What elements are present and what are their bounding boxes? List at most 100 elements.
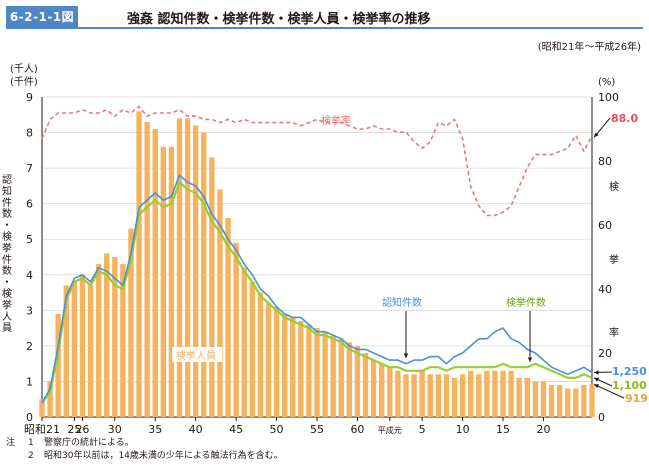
bar [354, 345, 361, 417]
bar [330, 335, 336, 417]
y-left-tick-label: 4 [26, 269, 33, 282]
y-left-tick-label: 8 [26, 127, 33, 140]
bar [322, 331, 328, 417]
x-tick-label: 15 [496, 423, 510, 436]
y-right-unit-label: (%) [598, 77, 615, 88]
bar [281, 313, 288, 417]
y-left-tick-label: 5 [26, 233, 33, 246]
note-1: 注 1 警察庁の統計による。 [6, 437, 283, 450]
x-tick-label: 20 [536, 423, 550, 436]
bar [346, 342, 353, 417]
bar [492, 370, 498, 417]
bar [532, 381, 539, 417]
bar [476, 374, 482, 417]
bar [176, 118, 183, 417]
bar [540, 381, 547, 417]
bar [451, 377, 458, 417]
bar [500, 370, 506, 417]
bar [79, 274, 86, 417]
bar [395, 370, 401, 417]
bar [581, 385, 587, 417]
y-left-tick-label: 3 [26, 304, 33, 317]
bar [241, 267, 247, 417]
figure-number-badge: 6-2-1-1図 [6, 6, 78, 27]
y-right-axis-title-char: 検 [609, 180, 619, 193]
bar [55, 313, 61, 417]
x-tick-label: 45 [229, 423, 243, 436]
bar [249, 281, 255, 417]
bar [209, 157, 215, 417]
y-left-axis-title: 認知件数・検挙件数・検挙人員 [2, 173, 12, 334]
note-number: 2 [28, 451, 34, 461]
bar [443, 374, 450, 417]
bar [508, 370, 514, 417]
bar [225, 217, 231, 417]
bar [362, 353, 369, 417]
cleared-end-label: 1,100 [612, 379, 647, 392]
rate-series-label: 検挙率 [321, 114, 351, 127]
notes: 注 1 警察庁の統計による。 2 昭和30年以前は，14歳未満の少年による触法行… [6, 437, 283, 463]
recognized-end-arrow-head [594, 370, 599, 375]
bar [548, 385, 555, 417]
bar [120, 264, 126, 417]
recognized-end-label: 1,250 [612, 365, 647, 378]
bar [63, 285, 69, 417]
bar [184, 118, 191, 417]
y-right-tick-label: 100 [598, 91, 619, 104]
bar [556, 385, 563, 417]
y-right-axis-title-char: 挙 [609, 253, 619, 266]
cleared-end-arrow-head [594, 377, 599, 382]
cleared-series-label: 検挙件数 [506, 296, 546, 309]
y-right-tick-label: 40 [598, 283, 612, 296]
bar [459, 374, 466, 417]
y-left-unit-label: (千件) [10, 76, 38, 88]
bar [298, 321, 304, 417]
x-tick-label: 60 [350, 423, 364, 436]
bar [193, 125, 199, 417]
bar [128, 228, 134, 417]
bar [468, 370, 474, 417]
bar [233, 242, 239, 417]
y-right-axis-title-char: 率 [609, 326, 619, 339]
bar [387, 367, 393, 417]
x-tick-label: 30 [108, 423, 122, 436]
recognized-series-label: 認知件数 [382, 296, 422, 309]
bar [168, 146, 175, 417]
bar [403, 374, 409, 417]
bar [87, 285, 94, 417]
bar [516, 377, 522, 417]
x-tick-label: 10 [456, 423, 470, 436]
bar [39, 399, 45, 417]
y-right-tick-label: 80 [598, 155, 612, 168]
recognized-arrow-head [403, 353, 409, 358]
bar [314, 328, 320, 417]
note-number: 1 [28, 438, 34, 448]
note-label [6, 450, 28, 463]
bar [427, 374, 433, 417]
bar [71, 281, 78, 417]
bar [217, 189, 223, 417]
bar [411, 374, 417, 417]
y-right-tick-label: 20 [598, 347, 612, 360]
bar [338, 338, 344, 417]
recognized-series-line [41, 174, 593, 404]
note-text: 警察庁の統計による。 [44, 438, 134, 448]
bar [47, 381, 53, 417]
cleared-arrow-head [527, 357, 533, 362]
x-tick-label: 25 [67, 423, 81, 436]
note-label: 注 [6, 438, 16, 448]
x-tick-label: 55 [310, 423, 324, 436]
bar [565, 388, 571, 417]
rate-end-arrow-head [594, 132, 599, 138]
persons-label-bg [172, 347, 222, 362]
bar [95, 264, 102, 417]
x-tick-label: 50 [270, 423, 284, 436]
bar [484, 370, 490, 417]
x-tick-label: 平成元 [378, 425, 402, 435]
bar [273, 306, 280, 417]
y-left-tick-label: 1 [26, 375, 33, 388]
bar [152, 129, 158, 417]
bar [419, 370, 425, 417]
bar [112, 257, 118, 417]
bar [379, 363, 385, 417]
